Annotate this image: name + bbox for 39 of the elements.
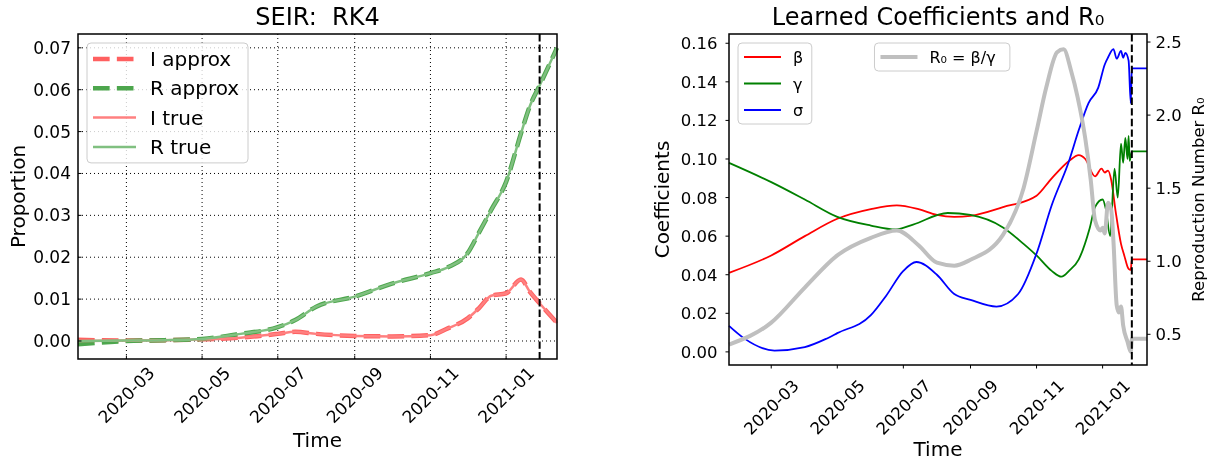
x-axis-title: Time xyxy=(912,437,963,459)
y-tick-label: 0.16 xyxy=(680,33,718,53)
y2-tick-label: 1.5 xyxy=(1155,178,1182,198)
y-tick-label: 0.05 xyxy=(33,121,71,142)
y-tick-label: 0.06 xyxy=(680,226,718,246)
line-series xyxy=(728,154,1148,274)
y2-tick-label: 2.0 xyxy=(1155,105,1182,125)
y-tick-label: 0.07 xyxy=(33,37,71,58)
x-axis-title: Time xyxy=(292,428,342,452)
legend-label: σ xyxy=(793,100,804,120)
legend-label: I approx xyxy=(150,47,232,71)
y-tick-label: 0.00 xyxy=(33,330,71,351)
legend-label: I true xyxy=(150,105,204,130)
y-tick-label: 0.10 xyxy=(680,149,718,169)
y2-axis-title: Reproduction Number R₀ xyxy=(1188,96,1208,302)
legend-label: β xyxy=(793,47,804,67)
y-tick-label: 0.00 xyxy=(680,342,718,362)
line-series xyxy=(728,134,1148,278)
y2-tick-label: 0.5 xyxy=(1155,324,1182,344)
y-tick-label: 0.02 xyxy=(680,303,718,323)
legend-label: R₀ = β/γ xyxy=(929,47,996,67)
y2-tick-label: 1.0 xyxy=(1155,251,1182,271)
y-tick-label: 0.14 xyxy=(680,72,718,92)
y2-tick-label: 2.5 xyxy=(1155,32,1182,52)
legend-label: R true xyxy=(150,134,212,159)
y-tick-label: 0.04 xyxy=(33,163,71,184)
y-tick-label: 0.08 xyxy=(680,188,718,208)
legend-label: γ xyxy=(793,74,803,93)
y-tick-label: 0.04 xyxy=(680,265,718,285)
y-tick-label: 0.01 xyxy=(33,289,71,310)
y-axis-title: Proportion xyxy=(6,144,30,249)
y-axis-title: Coefficients xyxy=(650,140,674,259)
y-tick-label: 0.02 xyxy=(33,247,71,268)
legend-label: R approx xyxy=(150,76,240,101)
y-tick-label: 0.06 xyxy=(33,79,71,100)
chart-title: Learned Coefficients and R₀ xyxy=(771,3,1105,31)
chart-title: SEIR: RK4 xyxy=(255,3,380,31)
y-tick-label: 0.03 xyxy=(33,205,71,226)
y-tick-label: 0.12 xyxy=(680,110,718,130)
